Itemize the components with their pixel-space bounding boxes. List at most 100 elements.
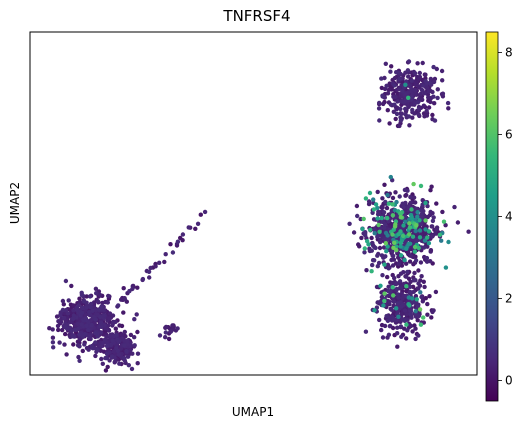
- y-axis-label: UMAP2: [8, 182, 22, 224]
- scatter-point: [96, 307, 102, 312]
- scatter-point: [435, 95, 440, 101]
- scatter-point: [371, 207, 377, 212]
- scatter-point: [62, 331, 68, 337]
- scatter-point: [380, 93, 385, 98]
- scatter-point: [408, 323, 413, 328]
- scatter-point: [415, 318, 420, 323]
- scatter-point: [88, 304, 93, 310]
- scatter-point: [443, 223, 448, 228]
- scatter-point: [428, 99, 433, 105]
- scatter-point: [374, 284, 380, 290]
- scatter-point: [428, 188, 433, 193]
- scatter-point: [439, 68, 445, 74]
- scatter-point: [125, 338, 130, 343]
- scatter-point: [398, 244, 403, 249]
- scatter-point: [409, 94, 414, 100]
- scatter-point: [408, 200, 413, 205]
- scatter-point: [77, 344, 82, 349]
- scatter-point: [364, 268, 369, 273]
- scatter-point: [89, 322, 94, 328]
- scatter-point: [116, 303, 121, 308]
- scatter-point: [103, 368, 109, 373]
- scatter-point: [371, 217, 377, 222]
- scatter-point: [89, 343, 95, 349]
- scatter-point: [111, 319, 116, 325]
- scatter-point: [382, 262, 387, 267]
- scatter-point: [402, 187, 408, 193]
- scatter-point: [430, 112, 435, 118]
- scatter-point: [121, 286, 126, 291]
- scatter-point: [60, 307, 66, 313]
- scatter-point: [399, 334, 404, 339]
- scatter-point: [377, 317, 382, 323]
- scatter-point: [398, 271, 404, 276]
- scatter-point: [109, 354, 115, 359]
- scatter-point: [163, 324, 169, 330]
- scatter-point: [385, 108, 390, 113]
- x-axis-label: UMAP1: [232, 405, 274, 419]
- scatter-point: [84, 305, 90, 310]
- scatter-point: [359, 235, 364, 241]
- scatter-point: [414, 206, 419, 211]
- scatter-point: [380, 196, 385, 201]
- scatter-point: [386, 332, 392, 337]
- scatter-point: [406, 295, 412, 300]
- scatter-point: [162, 259, 167, 265]
- scatter-point: [50, 327, 55, 332]
- scatter-point: [66, 298, 71, 303]
- scatter-point: [397, 194, 402, 199]
- scatter-point: [440, 209, 445, 215]
- scatter-point: [424, 81, 429, 86]
- scatter-point: [379, 85, 384, 91]
- scatter-point: [168, 329, 174, 334]
- scatter-point: [375, 264, 380, 269]
- scatter-point: [383, 199, 388, 205]
- scatter-point: [99, 344, 104, 349]
- scatter-point: [446, 106, 451, 111]
- scatter-point: [431, 79, 437, 85]
- scatter-point: [109, 342, 114, 348]
- scatter-point: [412, 210, 417, 216]
- scatter-point: [84, 323, 89, 329]
- scatter-point: [407, 225, 413, 230]
- scatter-point: [375, 216, 380, 221]
- scatter-point: [99, 356, 104, 362]
- scatter-point: [407, 232, 412, 237]
- scatter-point: [357, 244, 362, 249]
- scatter-point: [385, 233, 390, 238]
- scatter-point: [387, 299, 392, 305]
- colorbar: [486, 32, 498, 401]
- scatter-point: [104, 343, 110, 349]
- scatter-point: [93, 340, 98, 345]
- scatter-point: [148, 265, 153, 271]
- scatter-point: [77, 358, 82, 363]
- scatter-point: [377, 229, 382, 234]
- scatter-point: [365, 239, 370, 244]
- scatter-point: [413, 258, 419, 263]
- scatter-point: [405, 68, 411, 73]
- colorbar-tick-label: 6: [505, 128, 513, 142]
- scatter-point: [420, 83, 426, 88]
- scatter-point: [394, 107, 399, 112]
- colorbar-tick-label: 0: [505, 374, 513, 388]
- scatter-point: [414, 297, 419, 302]
- scatter-point: [193, 226, 198, 231]
- scatter-point: [398, 115, 403, 120]
- scatter-point: [95, 347, 100, 353]
- scatter-point: [404, 312, 409, 317]
- scatter-point: [409, 315, 414, 320]
- scatter-point: [410, 296, 415, 301]
- scatter-point: [370, 210, 375, 215]
- scatter-point: [434, 201, 439, 206]
- scatter-point: [119, 332, 125, 337]
- scatter-point: [405, 102, 410, 108]
- scatter-point: [351, 230, 357, 235]
- scatter-point: [72, 327, 78, 332]
- scatter-point: [397, 86, 402, 92]
- scatter-point: [428, 249, 433, 254]
- scatter-point: [412, 244, 418, 250]
- scatter-point: [363, 196, 369, 201]
- scatter-point: [419, 211, 424, 217]
- scatter-point: [395, 99, 400, 104]
- scatter-point: [386, 201, 392, 206]
